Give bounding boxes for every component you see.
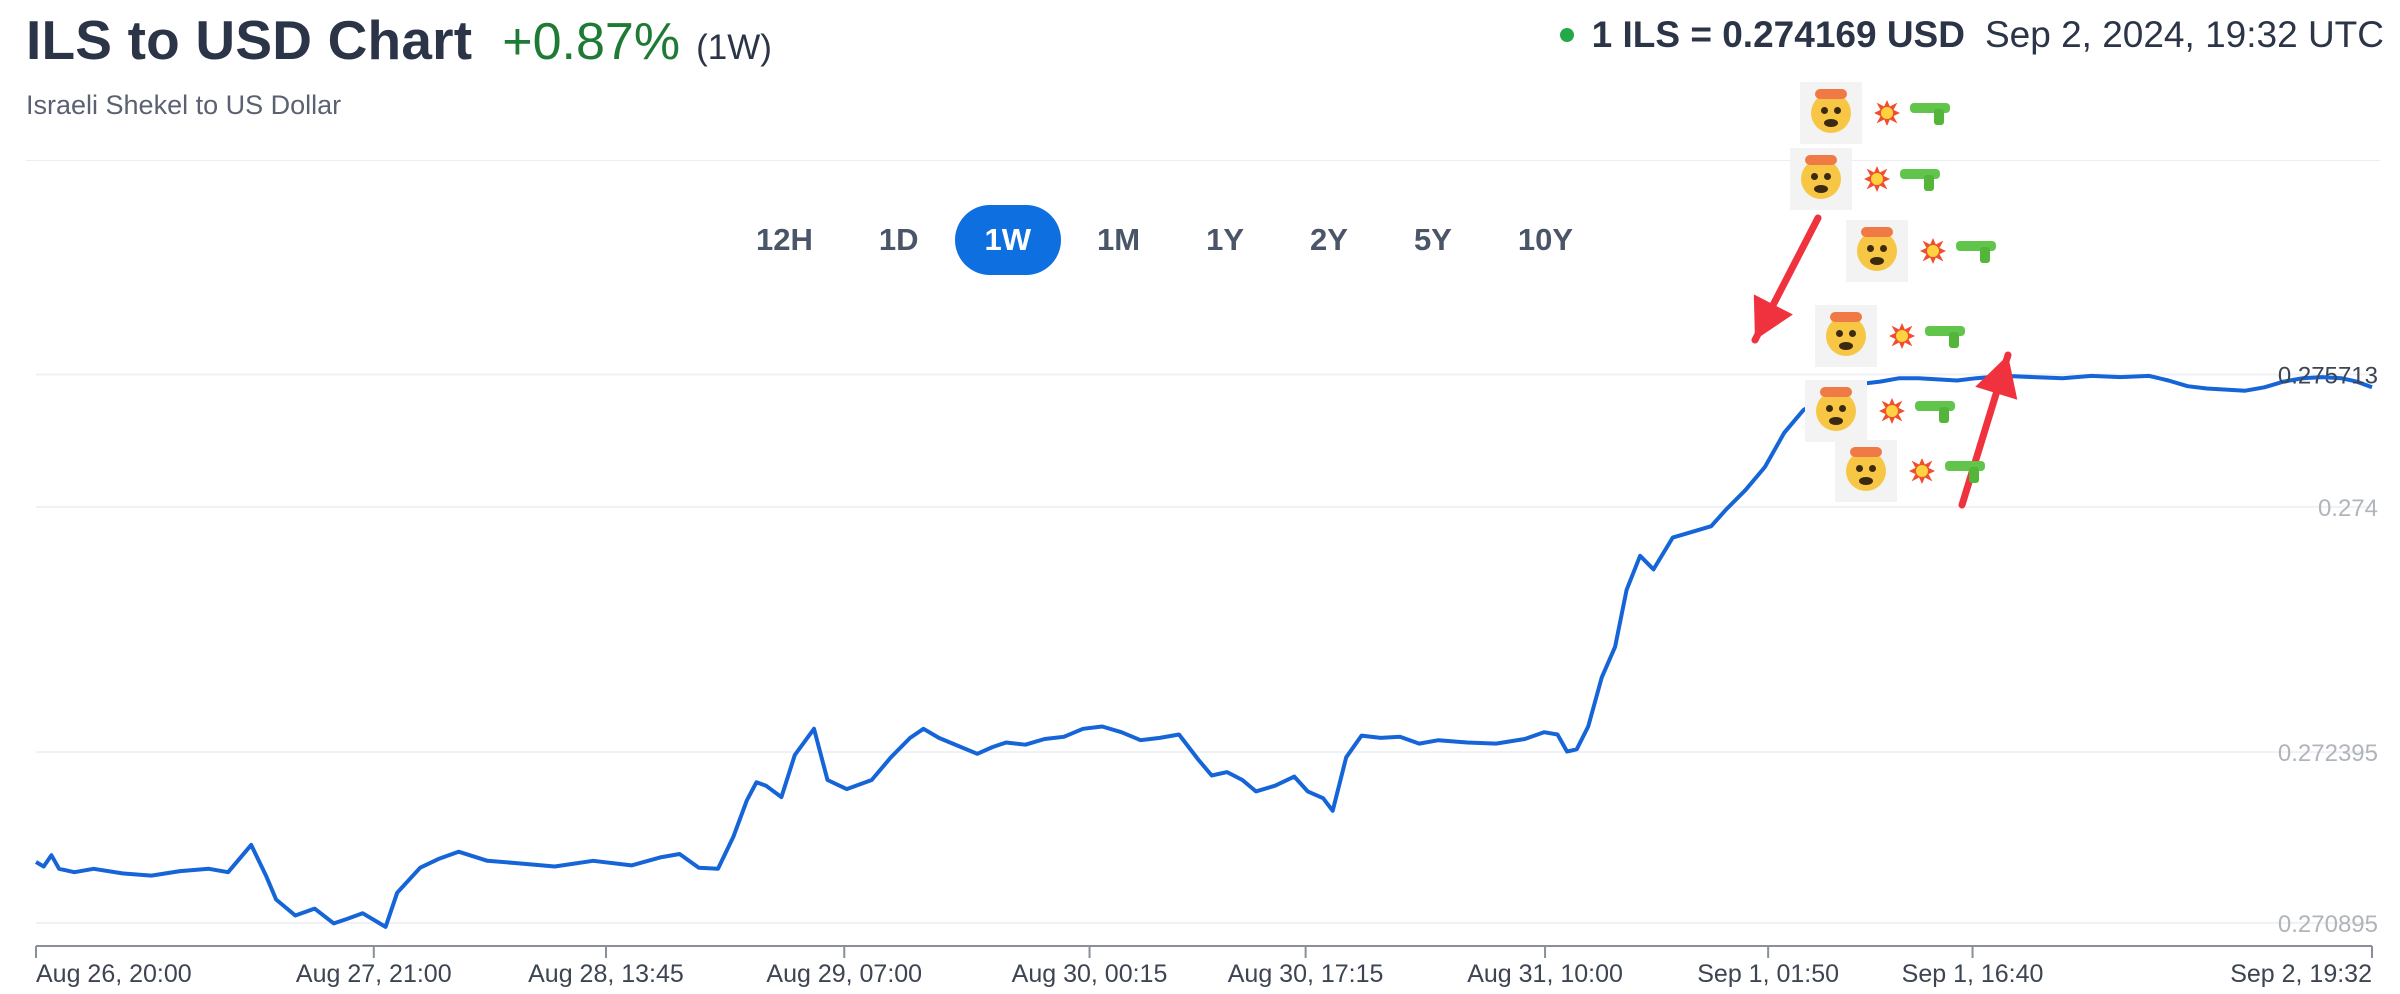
emoji-group	[1815, 305, 1965, 367]
water-pistol-icon	[1915, 397, 1955, 425]
water-pistol-icon	[1910, 99, 1950, 127]
y-tick-label: 0.270895	[2278, 911, 2378, 938]
face-mouth	[1814, 185, 1828, 193]
x-tick-label: Aug 31, 10:00	[1467, 960, 1623, 988]
face-burst	[1850, 447, 1882, 457]
page-title: ILS to USD Chart	[26, 9, 473, 71]
live-status-dot	[1559, 28, 1574, 42]
tab-5y[interactable]: 5Y	[1413, 222, 1452, 257]
face-shape	[1826, 312, 1866, 356]
x-tick-label: Aug 30, 00:15	[1012, 960, 1168, 988]
collision-icon	[1916, 234, 1950, 268]
arrow-down-head	[1753, 294, 1793, 340]
arrow-down	[1751, 214, 1822, 344]
face-mouth	[1839, 342, 1853, 350]
emoji-group	[1846, 220, 1996, 282]
y-tick-label: 0.275713	[2278, 362, 2378, 389]
face-shape	[1801, 155, 1841, 199]
x-tick-label: Aug 28, 13:45	[528, 960, 684, 988]
tab-10y[interactable]: 10Y	[1517, 222, 1574, 257]
x-tick-label: Sep 1, 16:40	[1902, 960, 2044, 988]
emoji-group	[1805, 380, 1955, 442]
exploding-head-icon	[1835, 440, 1897, 502]
exploding-head-icon	[1790, 148, 1852, 210]
y-tick-label: 0.274	[2318, 495, 2378, 522]
chart-header: ILS to USD Chart +0.87% (1W) Israeli She…	[26, 8, 772, 121]
water-pistol-icon	[1956, 237, 1996, 265]
face-shape	[1857, 227, 1897, 271]
x-tick-label: Sep 1, 01:50	[1697, 960, 1839, 988]
emoji-group	[1790, 148, 1940, 210]
change-period: (1W)	[696, 28, 772, 67]
face-mouth	[1870, 257, 1884, 265]
tab-1m[interactable]: 1M	[1097, 222, 1141, 257]
water-pistol-icon	[1945, 457, 1985, 485]
emoji-group	[1800, 82, 1950, 144]
y-axis: 0.275713 0.274 0.272395 0.270895	[2278, 362, 2378, 937]
water-pistol-icon	[1925, 322, 1965, 350]
change-percentage: +0.87%	[502, 13, 681, 71]
collision-icon	[1875, 394, 1909, 428]
tab-12h[interactable]: 12H	[756, 222, 813, 257]
face-shape	[1846, 447, 1886, 491]
face-burst	[1830, 312, 1862, 322]
x-tick-label: Aug 27, 21:00	[296, 960, 452, 988]
face-burst	[1815, 89, 1847, 99]
pair-subtitle: Israeli Shekel to US Dollar	[26, 90, 342, 120]
y-tick-label: 0.272395	[2278, 740, 2378, 767]
exploding-head-icon	[1805, 380, 1867, 442]
live-rate: 1 ILS = 0.274169 USD Sep 2, 2024, 19:32 …	[1559, 14, 2384, 56]
tab-1w[interactable]: 1W	[954, 205, 1062, 275]
x-tick-label: Aug 26, 20:00	[36, 960, 192, 988]
face-shape	[1816, 387, 1856, 431]
face-mouth	[1824, 119, 1838, 127]
x-tick-label: Sep 2, 19:32	[2230, 960, 2372, 988]
header-divider	[26, 160, 2380, 161]
face-burst	[1861, 227, 1893, 237]
x-axis: Aug 26, 20:00 Aug 27, 21:00 Aug 28, 13:45 A…	[35, 945, 2373, 988]
exploding-head-icon	[1815, 305, 1877, 367]
face-burst	[1805, 155, 1837, 165]
rate-value: 1 ILS = 0.274169 USD	[1591, 14, 1965, 55]
emoji-group	[1835, 440, 1985, 502]
x-tick-label: Aug 29, 07:00	[766, 960, 922, 988]
rate-timestamp: Sep 2, 2024, 19:32 UTC	[1984, 14, 2384, 55]
tab-2y[interactable]: 2Y	[1310, 222, 1348, 257]
timeframe-tabs: 12H 1D 1W 1M 1Y 2Y 5Y 10Y	[726, 205, 1609, 275]
arrow-up-head	[1975, 355, 2018, 400]
face-shape	[1811, 89, 1851, 133]
tab-1d[interactable]: 1D	[878, 222, 919, 257]
rate-series-line	[34, 373, 2373, 929]
title-row: ILS to USD Chart +0.87% (1W)	[26, 8, 772, 72]
x-tick-label: Aug 30, 17:15	[1228, 960, 1384, 988]
grid-lines	[36, 373, 2372, 924]
collision-icon	[1860, 162, 1894, 196]
tab-1y[interactable]: 1Y	[1206, 222, 1245, 257]
collision-icon	[1870, 96, 1904, 130]
exploding-head-icon	[1800, 82, 1862, 144]
collision-icon	[1905, 454, 1939, 488]
exploding-head-icon	[1846, 220, 1908, 282]
face-mouth	[1859, 477, 1873, 485]
face-burst	[1820, 387, 1852, 397]
face-mouth	[1829, 417, 1843, 425]
collision-icon	[1885, 319, 1919, 353]
water-pistol-icon	[1900, 165, 1940, 193]
